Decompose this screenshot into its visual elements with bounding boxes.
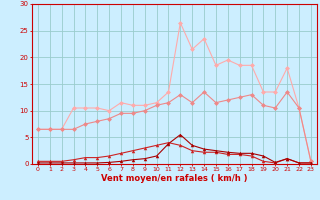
X-axis label: Vent moyen/en rafales ( km/h ): Vent moyen/en rafales ( km/h ) bbox=[101, 174, 248, 183]
